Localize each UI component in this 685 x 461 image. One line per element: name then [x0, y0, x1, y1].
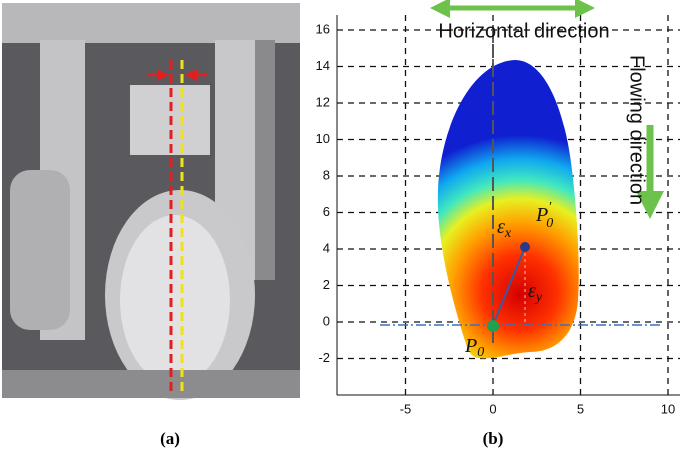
- math-label: P0: [464, 335, 484, 361]
- heatmap: [437, 60, 579, 359]
- math-label: P′ 0: [535, 200, 553, 231]
- plot: [336, 0, 680, 396]
- symbol: ε: [497, 216, 505, 238]
- horizontal-label: Horizontal direction: [438, 20, 609, 42]
- x-tick-label: 5: [577, 401, 584, 416]
- y-tick-label: 6: [323, 204, 330, 219]
- subscript: y: [534, 290, 543, 305]
- symbol: P: [464, 335, 477, 357]
- point-p0: [487, 320, 499, 332]
- y-tick-label: 8: [323, 167, 330, 182]
- y-tick-label: 10: [316, 131, 330, 146]
- superscript: ′: [548, 200, 552, 215]
- y-tick-label: 12: [316, 94, 330, 109]
- symbol: P: [535, 204, 548, 226]
- panel-label: (b): [483, 429, 504, 448]
- flowing-label: Flowing direction: [626, 55, 648, 205]
- symbol: ε: [528, 280, 536, 302]
- y-tick-label: 4: [323, 240, 330, 255]
- subscript: x: [504, 226, 512, 241]
- math-label: εx: [497, 216, 512, 242]
- subscript: 0: [477, 345, 484, 360]
- x-tick-label: 10: [661, 401, 675, 416]
- y-tick-label: 14: [316, 58, 330, 73]
- panel-label: (a): [160, 429, 180, 448]
- y-tick-label: -2: [318, 350, 330, 365]
- x-tick-label: 0: [489, 401, 496, 416]
- x-tick-label: -5: [400, 401, 412, 416]
- y-tick-label: 16: [316, 21, 330, 36]
- subscript: 0: [546, 216, 553, 231]
- photo: [2, 3, 300, 400]
- y-tick-label: 0: [323, 313, 330, 328]
- math-label: εy: [528, 280, 543, 306]
- y-tick-label: 2: [323, 277, 330, 292]
- point-p0-prime: [520, 242, 530, 252]
